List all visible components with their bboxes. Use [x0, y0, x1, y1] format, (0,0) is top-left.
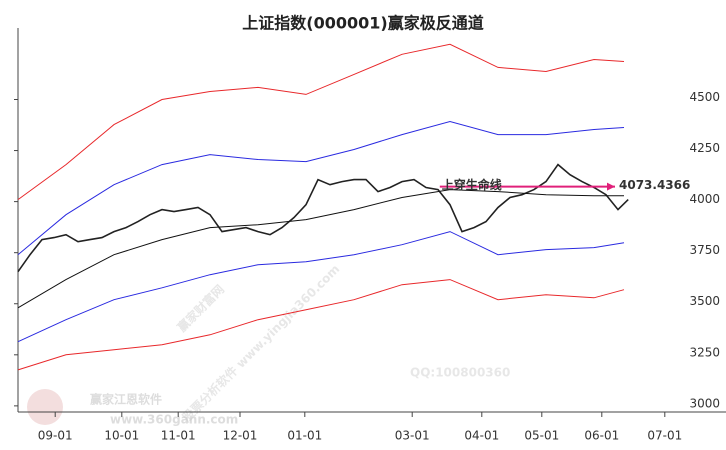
- logo: [27, 389, 63, 425]
- x-tick-label: 03-01: [395, 429, 430, 443]
- annotation-value: 4073.4366: [619, 178, 690, 192]
- x-tick-label: 09-01: [38, 429, 73, 443]
- series-line: [17, 43, 625, 201]
- x-tick-label: 06-01: [584, 429, 619, 443]
- logo-text: 赢家江恩软件: [90, 392, 162, 407]
- watermark: 股票分析软件 www.yingjia360.com: [179, 261, 342, 424]
- y-tick-label: 4500: [689, 90, 720, 104]
- x-tick-label: 01-01: [287, 429, 322, 443]
- y-tick-label: 3750: [689, 243, 720, 257]
- y-tick-label: 3250: [689, 345, 720, 359]
- watermark: 赢家财富网: [174, 282, 227, 335]
- y-tick-label: 4250: [689, 141, 720, 155]
- arrow-head: [607, 182, 615, 191]
- series-line: [17, 120, 625, 256]
- annotation-text: 上穿生命线: [442, 177, 502, 192]
- series-line: [17, 231, 625, 343]
- x-tick-label: 05-01: [524, 429, 559, 443]
- logo-url: www.360gann.com: [110, 413, 238, 427]
- x-tick-label: 11-01: [161, 429, 196, 443]
- y-tick-label: 3500: [689, 294, 720, 308]
- x-tick-label: 07-01: [647, 429, 682, 443]
- series-line: [17, 189, 624, 309]
- y-tick-label: 3000: [689, 396, 720, 410]
- x-tick-label: 12-01: [223, 429, 258, 443]
- x-tick-label: 10-01: [104, 429, 139, 443]
- x-tick-label: 04-01: [464, 429, 499, 443]
- series-line: [17, 163, 629, 273]
- watermark: QQ:100800360: [410, 366, 510, 380]
- y-tick-label: 4000: [689, 192, 720, 206]
- chart-title: 上证指数(000001)赢家极反通道: [242, 14, 483, 33]
- series-line: [17, 279, 625, 371]
